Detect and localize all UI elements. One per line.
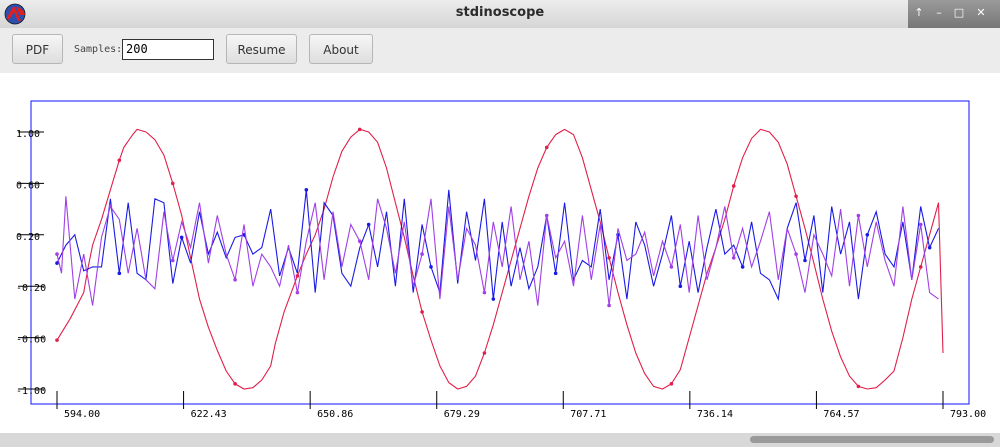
toolbar: PDF Samples: 200 Resume About	[0, 28, 1000, 73]
data-point	[117, 271, 122, 276]
data-point	[55, 252, 59, 256]
data-point	[295, 274, 300, 278]
y-tick-label: -0.20	[16, 283, 46, 294]
samples-label: Samples:	[74, 44, 123, 55]
y-tick-label: -0.60	[16, 335, 46, 346]
data-point	[607, 303, 611, 308]
data-point	[544, 213, 549, 218]
data-point	[233, 277, 237, 282]
data-point	[55, 338, 59, 342]
x-tick-label: 764.57	[823, 409, 859, 420]
y-tick-label: 1.00	[16, 129, 40, 140]
data-point	[553, 271, 558, 276]
close-icon[interactable]: ✕	[976, 6, 986, 19]
data-point	[544, 145, 549, 150]
data-point	[731, 256, 736, 260]
data-point	[170, 258, 175, 263]
scrollbar-thumb[interactable]	[750, 436, 994, 443]
x-tick-label: 650.86	[317, 409, 353, 420]
x-tick-label: 679.29	[444, 409, 480, 420]
horizontal-scrollbar[interactable]	[0, 433, 1000, 447]
data-point	[918, 265, 923, 269]
data-point	[170, 181, 175, 186]
about-button[interactable]: About	[309, 34, 373, 64]
pdf-button[interactable]: PDF	[12, 34, 63, 64]
data-point	[233, 382, 237, 386]
racket-logo-icon	[4, 3, 26, 25]
y-tick-label: 0.20	[16, 232, 40, 243]
data-point	[357, 239, 362, 244]
pin-icon[interactable]: ↑	[914, 6, 924, 19]
data-point	[491, 297, 496, 301]
data-point	[108, 204, 113, 209]
data-point	[865, 233, 870, 237]
x-tick-label: 707.71	[570, 409, 606, 420]
data-point	[366, 222, 371, 227]
oscilloscope-chart: 1.00 0.60 0.20 -0.20 -0.60 -1.00 594.00 622.43 6…	[16, 100, 986, 420]
data-point	[179, 235, 184, 240]
maximize-icon[interactable]: □	[953, 6, 965, 19]
data-point	[117, 158, 122, 163]
data-point	[429, 265, 433, 269]
data-point	[420, 310, 424, 314]
window-titlebar: stdinoscope ↑ – □ ✕	[0, 0, 1000, 29]
data-point	[55, 261, 59, 265]
data-point	[803, 258, 807, 263]
data-point	[482, 290, 487, 295]
data-point	[740, 265, 745, 269]
data-point	[678, 284, 683, 288]
data-point	[669, 382, 674, 386]
data-point	[927, 245, 932, 250]
minimize-icon[interactable]: –	[936, 6, 942, 19]
x-tick-label: 736.14	[697, 409, 733, 420]
resume-button[interactable]: Resume	[226, 34, 297, 64]
data-point	[731, 184, 736, 188]
data-point	[918, 222, 923, 227]
data-point	[669, 265, 674, 269]
y-tick-label: -1.00	[16, 386, 46, 397]
data-point	[357, 127, 362, 132]
series-line-0	[56, 128, 944, 390]
x-tick-label: 793.00	[950, 409, 986, 420]
data-point	[856, 213, 861, 218]
data-point	[295, 290, 300, 295]
series-line-2	[56, 196, 939, 306]
data-point	[304, 188, 309, 192]
data-point	[856, 384, 861, 389]
window-title: stdinoscope	[455, 5, 545, 20]
samples-input[interactable]: 200	[122, 39, 214, 60]
data-point	[794, 252, 798, 256]
x-tick-label: 622.43	[191, 409, 227, 420]
data-point	[794, 194, 798, 199]
data-point	[482, 351, 487, 355]
plot-area: 1.00 0.60 0.20 -0.20 -0.60 -1.00 594.00 622.43 6…	[0, 73, 1000, 433]
plot-frame	[30, 100, 970, 405]
y-tick-label: 0.60	[16, 180, 40, 191]
window-controls: ↑ – □ ✕	[908, 0, 1000, 28]
x-tick-label: 594.00	[64, 409, 100, 420]
data-point	[420, 252, 424, 256]
data-point	[607, 256, 611, 260]
